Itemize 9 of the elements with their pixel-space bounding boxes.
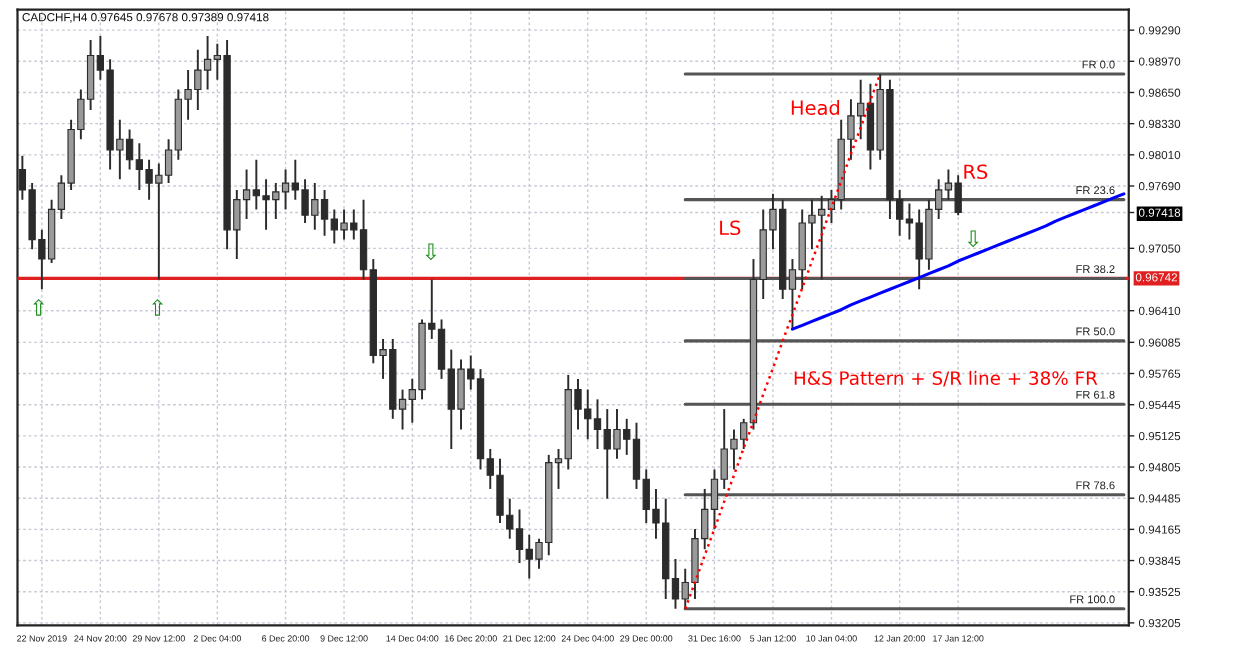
annotation: ⇩ xyxy=(967,230,979,248)
annotation: H&S Pattern + S/R line + 38% FR xyxy=(794,370,1098,387)
annotation: RS xyxy=(964,164,988,180)
line-series xyxy=(790,192,1126,331)
annotation: Head xyxy=(791,100,840,116)
annotation: ⇧ xyxy=(33,298,45,316)
annotation: LS xyxy=(720,220,741,236)
annotation: ⇩ xyxy=(425,243,437,261)
annotation: ⇧ xyxy=(152,298,164,316)
